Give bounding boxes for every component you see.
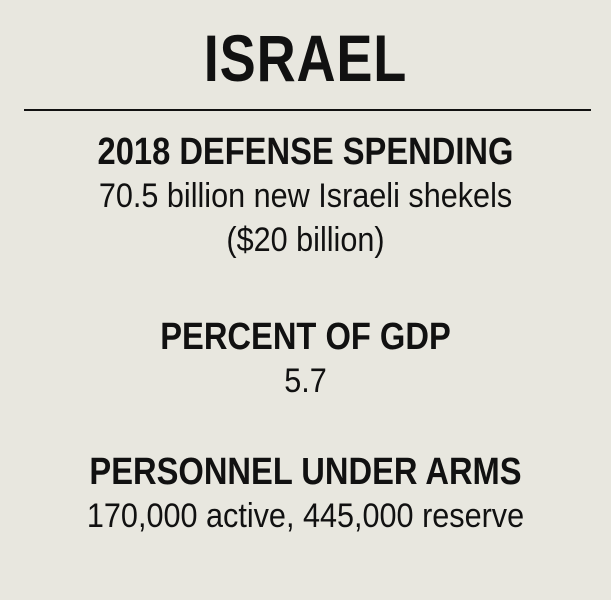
defense-spending-shekels: 70.5 billion new Israeli shekels [98,177,513,215]
title-divider [24,109,591,111]
defense-spending-section: 2018 DEFENSE SPENDING 70.5 billion new I… [0,130,611,262]
percent-gdp-heading: PERCENT OF GDP [160,316,451,358]
page-title: ISRAEL [203,21,408,95]
personnel-section: PERSONNEL UNDER ARMS 170,000 active, 445… [0,450,611,538]
personnel-value: 170,000 active, 445,000 reserve [86,497,525,535]
defense-spending-dollars: ($20 billion) [226,221,385,259]
personnel-heading: PERSONNEL UNDER ARMS [89,451,522,493]
percent-gdp-section: PERCENT OF GDP 5.7 [0,315,611,403]
defense-spending-heading: 2018 DEFENSE SPENDING [97,131,514,173]
percent-gdp-value: 5.7 [284,362,327,400]
